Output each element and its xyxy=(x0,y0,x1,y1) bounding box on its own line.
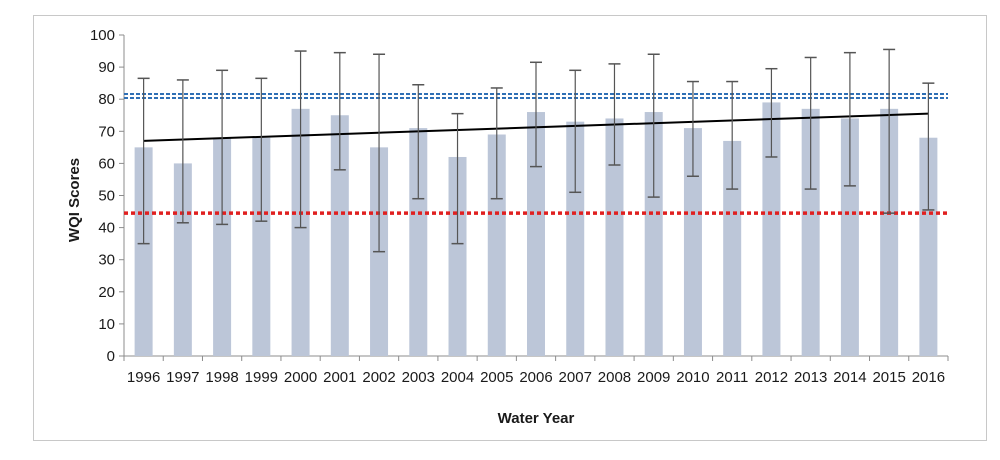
bar xyxy=(134,147,153,356)
x-tick-label: 1999 xyxy=(245,369,278,386)
y-tick-label: 40 xyxy=(98,220,115,237)
x-tick-label: 2006 xyxy=(519,369,552,386)
y-tick-label: 80 xyxy=(98,91,115,108)
x-tick-label: 2003 xyxy=(402,369,435,386)
y-tick-label: 0 xyxy=(107,348,115,365)
bar xyxy=(527,112,545,356)
error-bars xyxy=(137,48,935,253)
bar xyxy=(252,137,271,356)
x-tick-label: 1996 xyxy=(127,369,160,386)
x-tick-label: 2015 xyxy=(872,369,905,386)
bar xyxy=(919,137,938,356)
bar xyxy=(213,137,232,356)
x-tick-label: 2007 xyxy=(559,369,592,386)
bar xyxy=(409,128,428,356)
bar xyxy=(880,108,899,356)
y-tick-label: 20 xyxy=(98,284,115,301)
y-tick-label: 70 xyxy=(98,123,115,140)
bar xyxy=(291,108,310,356)
y-axis-title: WQI Scores xyxy=(66,158,83,242)
x-tick-label: 2013 xyxy=(794,369,827,386)
x-tick-label: 2005 xyxy=(480,369,513,386)
bar xyxy=(683,128,702,356)
y-tick-label: 50 xyxy=(98,188,115,205)
chart-frame xyxy=(33,15,987,441)
x-tick-label: 1998 xyxy=(205,369,238,386)
x-tick-label: 2014 xyxy=(833,369,866,386)
x-tick-label: 2009 xyxy=(637,369,670,386)
bar xyxy=(644,112,663,356)
bar xyxy=(605,118,624,357)
tick-labels: 0 10 20 30 40 50 60 70 80 90 100 1996 1997 1998 1999 20… xyxy=(90,27,945,386)
y-tick-label: 30 xyxy=(98,252,115,269)
x-tick-label: 2011 xyxy=(716,369,748,386)
bar xyxy=(487,134,506,356)
bar xyxy=(448,156,467,356)
bar xyxy=(762,102,781,356)
bar xyxy=(566,121,585,356)
y-tick-label: 90 xyxy=(98,59,115,76)
y-tick-label: 60 xyxy=(98,155,115,172)
x-tick-label: 2010 xyxy=(676,369,709,386)
bar xyxy=(330,115,349,356)
y-tick-label: 100 xyxy=(90,27,115,44)
x-tick-label: 2001 xyxy=(323,369,356,386)
x-tick-label: 2002 xyxy=(362,369,395,386)
x-tick-label: 2008 xyxy=(598,369,631,386)
x-tick-label: 2016 xyxy=(912,369,945,386)
bar xyxy=(801,108,820,356)
x-axis-title: Water Year xyxy=(498,410,575,427)
x-tick-label: 2012 xyxy=(755,369,788,386)
x-tick-label: 1997 xyxy=(166,369,199,386)
bar xyxy=(723,140,742,356)
bar xyxy=(840,118,859,357)
x-tick-label: 2000 xyxy=(284,369,317,386)
y-tick-label: 10 xyxy=(98,316,115,333)
x-tick-label: 2004 xyxy=(441,369,474,386)
